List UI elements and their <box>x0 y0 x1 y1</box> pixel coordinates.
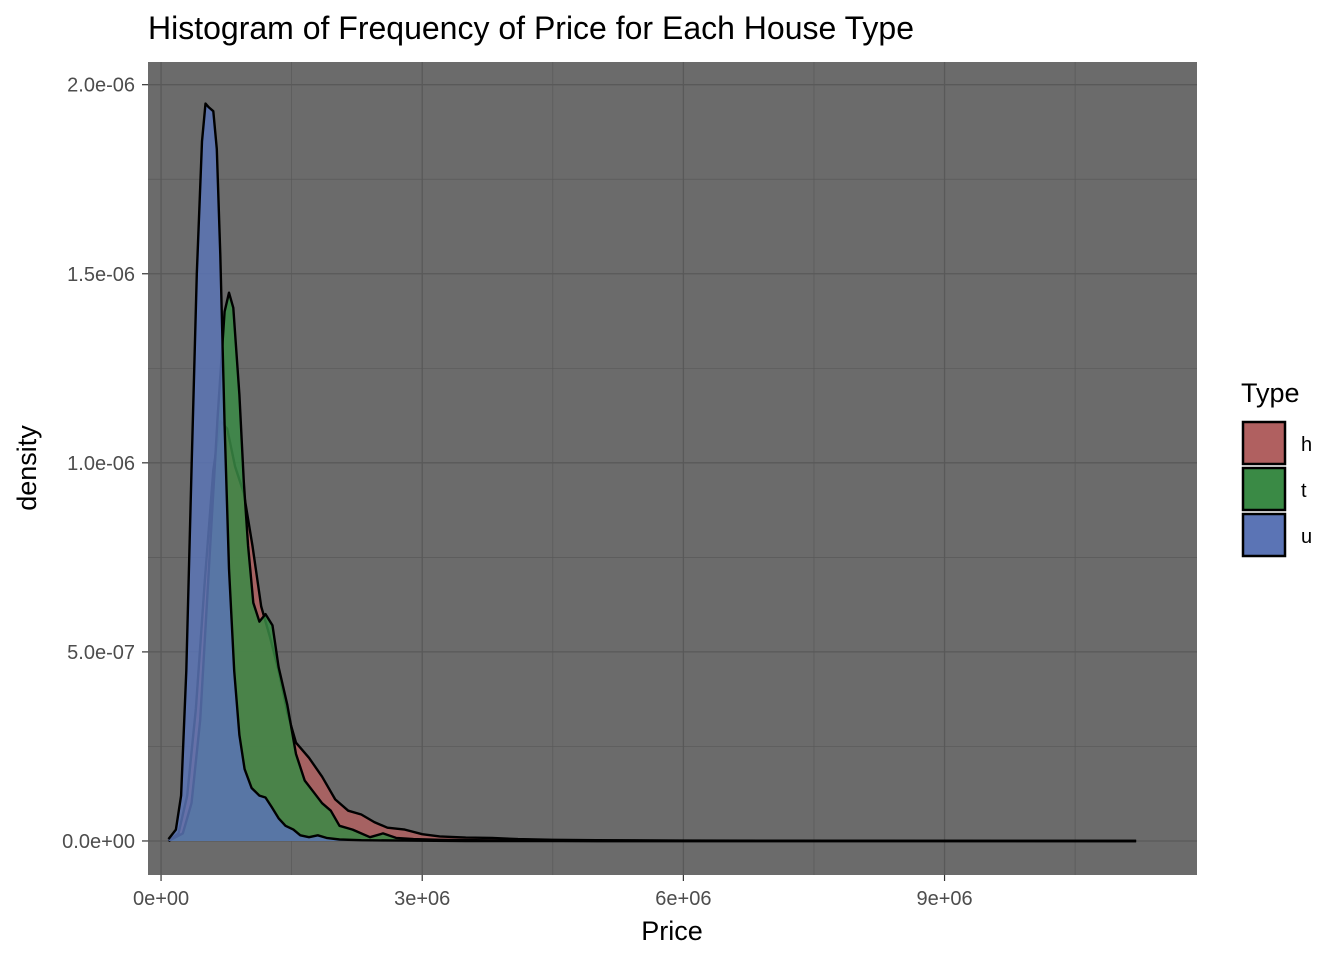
legend-items: h t u <box>1241 420 1312 558</box>
legend-key-h <box>1241 420 1287 466</box>
plot-panel <box>148 62 1197 875</box>
legend-title: Type <box>1241 378 1300 408</box>
x-axis-ticks: 0e+00 3e+06 6e+06 9e+06 <box>133 875 973 910</box>
legend-key-t <box>1241 466 1287 512</box>
y-axis-ticks: 0.0e+00 5.0e-07 1.0e-06 1.5e-06 2.0e-06 <box>62 75 148 853</box>
legend: Type h t u <box>1241 378 1312 558</box>
x-tick-label: 6e+06 <box>655 888 711 910</box>
legend-label-h: h <box>1301 434 1312 456</box>
x-tick-label: 3e+06 <box>394 888 450 910</box>
y-tick-label: 2.0e-06 <box>67 75 135 97</box>
density-series <box>167 102 1137 843</box>
y-tick-label: 5.0e-07 <box>67 642 135 664</box>
y-axis-title: density <box>12 425 42 511</box>
legend-label-t: t <box>1301 480 1307 502</box>
chart-title: Histogram of Frequency of Price for Each… <box>148 10 914 46</box>
x-tick-label: 9e+06 <box>916 888 972 910</box>
x-axis-title: Price <box>641 916 703 946</box>
y-tick-label: 1.0e-06 <box>67 453 135 475</box>
y-tick-label: 1.5e-06 <box>67 264 135 286</box>
y-tick-label: 0.0e+00 <box>62 831 135 853</box>
density-line-u <box>167 102 1137 843</box>
legend-label-u: u <box>1301 526 1312 548</box>
legend-key-u <box>1241 512 1287 558</box>
density-area-t <box>168 292 1137 841</box>
x-tick-label: 0e+00 <box>133 888 189 910</box>
